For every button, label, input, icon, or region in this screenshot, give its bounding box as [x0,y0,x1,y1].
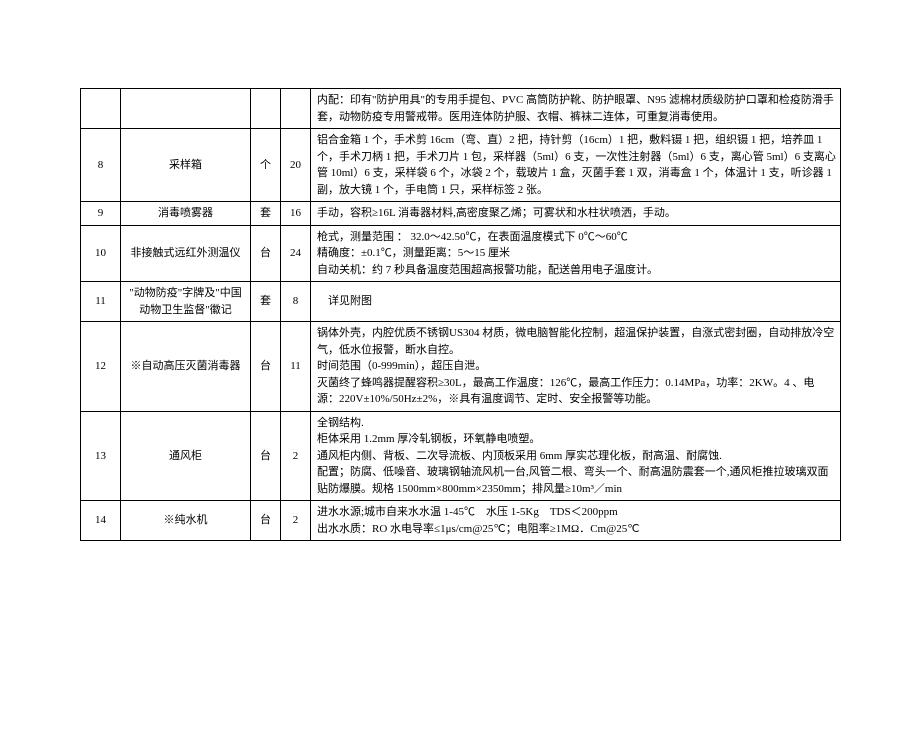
item-name: 通风柜 [121,411,251,501]
quantity: 11 [281,322,311,412]
table-row: 12※自动高压灭菌消毒器台11锅体外壳，内腔优质不锈钢US304 材质，微电脑智… [81,322,841,412]
table-row: 14※纯水机台2进水水源;城市自来水水温 1-45℃ 水压 1-5Kg TDS＜… [81,501,841,541]
row-index: 8 [81,129,121,202]
unit: 套 [251,202,281,226]
unit: 台 [251,225,281,282]
quantity: 20 [281,129,311,202]
spec-table: 内配：印有"防护用具"的专用手提包、PVC 高筒防护靴、防护眼罩、N95 滤棉材… [80,88,841,541]
row-index: 10 [81,225,121,282]
unit: 套 [251,282,281,322]
item-name: 非接触式远红外测温仪 [121,225,251,282]
description: 全钢结构.柜体采用 1.2mm 厚冷轧钢板，环氧静电喷塑。通风柜内侧、背板、二次… [311,411,841,501]
description: 详见附图 [311,282,841,322]
description: 进水水源;城市自来水水温 1-45℃ 水压 1-5Kg TDS＜200ppm出水… [311,501,841,541]
item-name: 采样箱 [121,129,251,202]
item-name: "动物防疫"字牌及"中国动物卫生监督"徽记 [121,282,251,322]
unit: 个 [251,129,281,202]
row-index: 12 [81,322,121,412]
description: 内配：印有"防护用具"的专用手提包、PVC 高筒防护靴、防护眼罩、N95 滤棉材… [311,89,841,129]
row-index: 9 [81,202,121,226]
description: 铝合金箱 1 个，手术剪 16cm（弯、直）2 把，持针剪（16cm）1 把，敷… [311,129,841,202]
unit: 台 [251,501,281,541]
table-row: 10非接触式远红外测温仪台24枪式，测量范围 ： 32.0～42.50℃，在表面… [81,225,841,282]
quantity: 2 [281,501,311,541]
table-row: 内配：印有"防护用具"的专用手提包、PVC 高筒防护靴、防护眼罩、N95 滤棉材… [81,89,841,129]
description: 锅体外壳，内腔优质不锈钢US304 材质，微电脑智能化控制，超温保护装置，自涨式… [311,322,841,412]
unit: 台 [251,411,281,501]
quantity: 16 [281,202,311,226]
item-name [121,89,251,129]
table-row: 8采样箱个20铝合金箱 1 个，手术剪 16cm（弯、直）2 把，持针剪（16c… [81,129,841,202]
row-index [81,89,121,129]
row-index: 14 [81,501,121,541]
unit [251,89,281,129]
table-row: 9消毒喷雾器套16手动，容积≥16L 消毒器材料,高密度聚乙烯；可雾状和水柱状喷… [81,202,841,226]
quantity: 2 [281,411,311,501]
unit: 台 [251,322,281,412]
item-name: ※纯水机 [121,501,251,541]
quantity: 24 [281,225,311,282]
description: 手动，容积≥16L 消毒器材料,高密度聚乙烯；可雾状和水柱状喷洒，手动。 [311,202,841,226]
item-name: ※自动高压灭菌消毒器 [121,322,251,412]
table-row: 11"动物防疫"字牌及"中国动物卫生监督"徽记套8 详见附图 [81,282,841,322]
row-index: 11 [81,282,121,322]
row-index: 13 [81,411,121,501]
description: 枪式，测量范围 ： 32.0～42.50℃，在表面温度模式下 0℃～60℃精确度… [311,225,841,282]
item-name: 消毒喷雾器 [121,202,251,226]
quantity: 8 [281,282,311,322]
table-row: 13通风柜台2全钢结构.柜体采用 1.2mm 厚冷轧钢板，环氧静电喷塑。通风柜内… [81,411,841,501]
quantity [281,89,311,129]
